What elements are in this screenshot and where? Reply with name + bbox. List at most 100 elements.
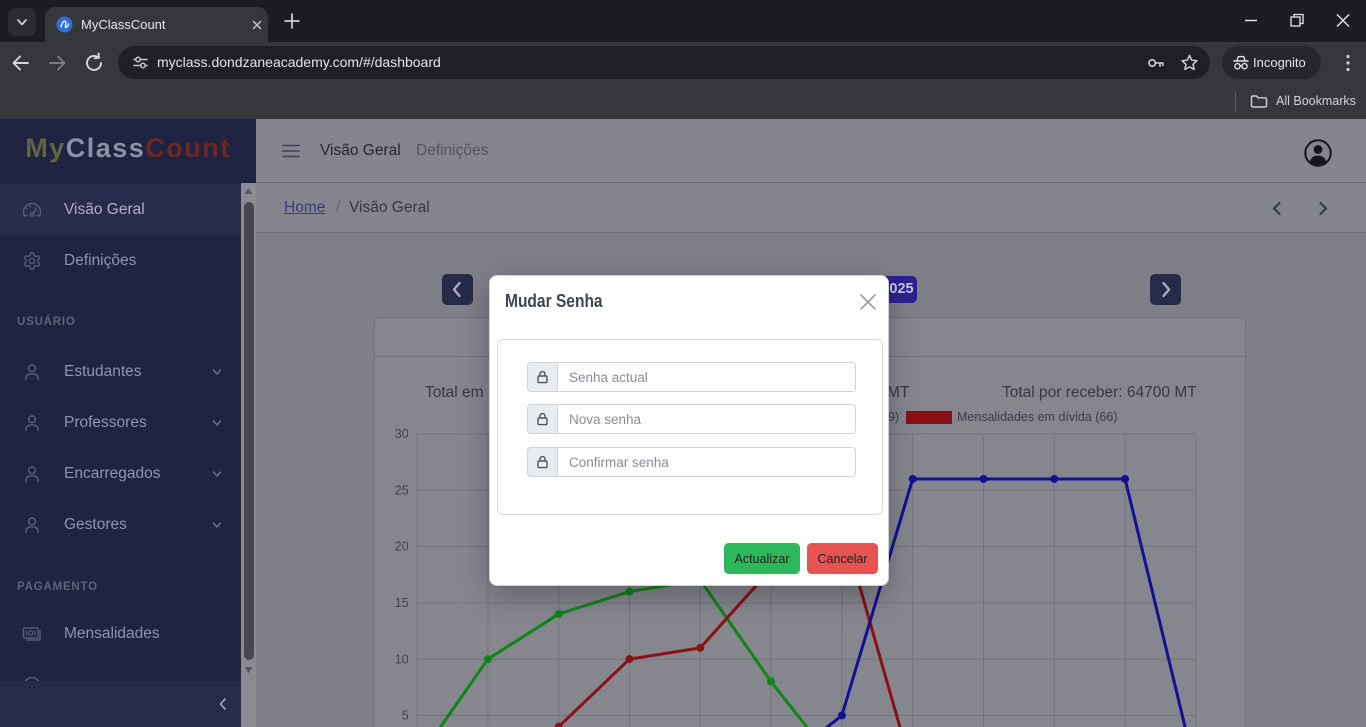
pagination-right-icon[interactable] bbox=[1316, 201, 1330, 216]
browser-tab-strip: MyClassCount bbox=[0, 0, 1366, 42]
sidebar-item-professores[interactable]: Professores bbox=[0, 397, 241, 448]
lock-icon bbox=[537, 455, 548, 469]
year-next-button[interactable] bbox=[1150, 274, 1181, 305]
update-button[interactable]: Actualizar bbox=[724, 543, 800, 574]
incognito-icon bbox=[1233, 55, 1249, 70]
window-close-button[interactable] bbox=[1320, 0, 1366, 40]
svg-text:30: 30 bbox=[395, 427, 409, 441]
sidebar-item-mensalidades[interactable]: Mensalidades bbox=[0, 608, 241, 659]
scroll-up-arrow[interactable] bbox=[244, 187, 253, 195]
header-link-visao-geral[interactable]: Visão Geral bbox=[320, 142, 401, 159]
tab-close-icon[interactable] bbox=[249, 17, 265, 33]
site-favicon bbox=[56, 16, 73, 33]
app-logo: MyClassCount bbox=[0, 133, 256, 164]
sidebar-item-estudantes[interactable]: Estudantes bbox=[0, 346, 241, 397]
sidebar-brand[interactable]: MyClassCount bbox=[0, 119, 256, 183]
address-bar[interactable]: myclass.dondzaneacademy.com/#/dashboard bbox=[118, 46, 1210, 79]
sidebar-item-label: Professores bbox=[64, 414, 147, 431]
confirm-password-input[interactable] bbox=[558, 447, 856, 477]
sidebar-item-label: Gestores bbox=[64, 516, 127, 533]
money-icon bbox=[22, 626, 41, 641]
scrollbar-thumb[interactable] bbox=[243, 202, 254, 660]
chevron-down-icon bbox=[212, 368, 222, 375]
avatar[interactable] bbox=[1304, 139, 1332, 167]
sidebar-item-label: Estudantes bbox=[64, 363, 142, 380]
input-group-current-password bbox=[527, 362, 856, 392]
logo-part-my: My bbox=[25, 133, 66, 163]
user-icon bbox=[25, 516, 39, 533]
legend-divida-label[interactable]: Mensalidades em dívida (66) bbox=[957, 410, 1118, 424]
app-header: Visão Geral Definições bbox=[256, 119, 1366, 183]
total-middle-fragment: MT bbox=[887, 384, 910, 401]
breadcrumb-current: Visão Geral bbox=[349, 199, 430, 216]
input-group-new-password bbox=[527, 404, 856, 434]
sidebar-item-encarregados[interactable]: Encarregados bbox=[0, 448, 241, 499]
tab-search-button[interactable] bbox=[8, 8, 36, 36]
lock-icon bbox=[537, 370, 548, 384]
chevron-down-icon bbox=[17, 19, 27, 26]
minimize-icon bbox=[1245, 19, 1257, 22]
chevron-down-icon bbox=[212, 470, 222, 477]
svg-text:5: 5 bbox=[402, 709, 409, 723]
hamburger-menu-icon[interactable] bbox=[282, 143, 300, 159]
lock-icon bbox=[537, 412, 548, 426]
all-bookmarks-button[interactable]: All Bookmarks bbox=[1276, 94, 1356, 108]
password-form-box bbox=[497, 339, 883, 515]
user-icon bbox=[25, 363, 39, 380]
forward-button[interactable] bbox=[41, 47, 73, 79]
svg-text:15: 15 bbox=[395, 596, 409, 610]
restore-icon bbox=[1290, 13, 1304, 27]
svg-text:20: 20 bbox=[395, 540, 409, 554]
sidebar-item-label: Mensalidades bbox=[64, 625, 160, 642]
svg-text:10: 10 bbox=[395, 652, 409, 666]
current-password-input[interactable] bbox=[558, 362, 856, 392]
url-text[interactable]: myclass.dondzaneacademy.com/#/dashboard bbox=[157, 54, 441, 70]
year-prev-button[interactable] bbox=[442, 274, 473, 305]
sidebar-item-gestores[interactable]: Gestores bbox=[0, 499, 241, 550]
lock-addon bbox=[527, 362, 558, 392]
sidebar-scrollbar[interactable] bbox=[241, 183, 256, 727]
pagination-left-icon[interactable] bbox=[1270, 201, 1284, 216]
modal-close-icon[interactable] bbox=[858, 292, 878, 312]
sidebar-item-definicoes[interactable]: Definições bbox=[0, 235, 241, 286]
header-link-definicoes[interactable]: Definições bbox=[416, 142, 489, 159]
incognito-label: Incognito bbox=[1253, 55, 1306, 70]
speedometer-icon bbox=[22, 202, 42, 217]
back-button[interactable] bbox=[5, 47, 37, 79]
modal-title: Mudar Senha bbox=[505, 290, 603, 311]
sidebar-minimizer[interactable] bbox=[0, 681, 241, 727]
browser-menu-button[interactable] bbox=[1333, 48, 1363, 78]
sidebar-section-usuario: USUÁRIO bbox=[17, 316, 76, 328]
scroll-down-arrow[interactable] bbox=[244, 666, 253, 674]
folder-icon bbox=[1250, 95, 1268, 108]
sidebar-item-visao-geral[interactable]: Visão Geral bbox=[0, 184, 241, 235]
lock-addon bbox=[527, 447, 558, 477]
new-tab-button[interactable] bbox=[281, 10, 303, 32]
window-maximize-button[interactable] bbox=[1274, 0, 1320, 40]
bookmark-star-icon[interactable] bbox=[1178, 51, 1201, 74]
lock-addon bbox=[527, 404, 558, 434]
legend-partial-text[interactable]: 9) bbox=[888, 410, 900, 424]
legend-red-swatch[interactable] bbox=[906, 411, 952, 424]
sidebar-item-label: Definições bbox=[64, 252, 137, 269]
chevron-left-icon bbox=[219, 698, 226, 710]
sidebar-item-label: Visão Geral bbox=[64, 201, 145, 218]
breadcrumb-home-link[interactable]: Home bbox=[284, 199, 326, 216]
chevron-right-icon bbox=[1162, 281, 1171, 298]
browser-tab[interactable]: MyClassCount bbox=[45, 7, 268, 42]
reload-button[interactable] bbox=[78, 47, 110, 79]
window-minimize-button[interactable] bbox=[1228, 0, 1274, 40]
sidebar-section-pagamento: PAGAMENTO bbox=[17, 581, 98, 593]
user-icon bbox=[25, 414, 39, 431]
sidebar: MyClassCount Visão Geral Definições USUÁ… bbox=[0, 119, 256, 727]
tab-title: MyClassCount bbox=[81, 17, 166, 32]
site-settings-icon[interactable] bbox=[130, 52, 151, 73]
total-por-receber: Total por receber: 64700 MT bbox=[1002, 384, 1197, 401]
chevron-left-icon bbox=[452, 281, 461, 298]
password-key-icon[interactable] bbox=[1145, 52, 1167, 74]
new-password-input[interactable] bbox=[558, 404, 856, 434]
bookmarks-bar: All Bookmarks bbox=[0, 84, 1366, 119]
cancel-button[interactable]: Cancelar bbox=[807, 543, 878, 574]
total-dividas-fragment: Total em bbox=[425, 384, 484, 401]
